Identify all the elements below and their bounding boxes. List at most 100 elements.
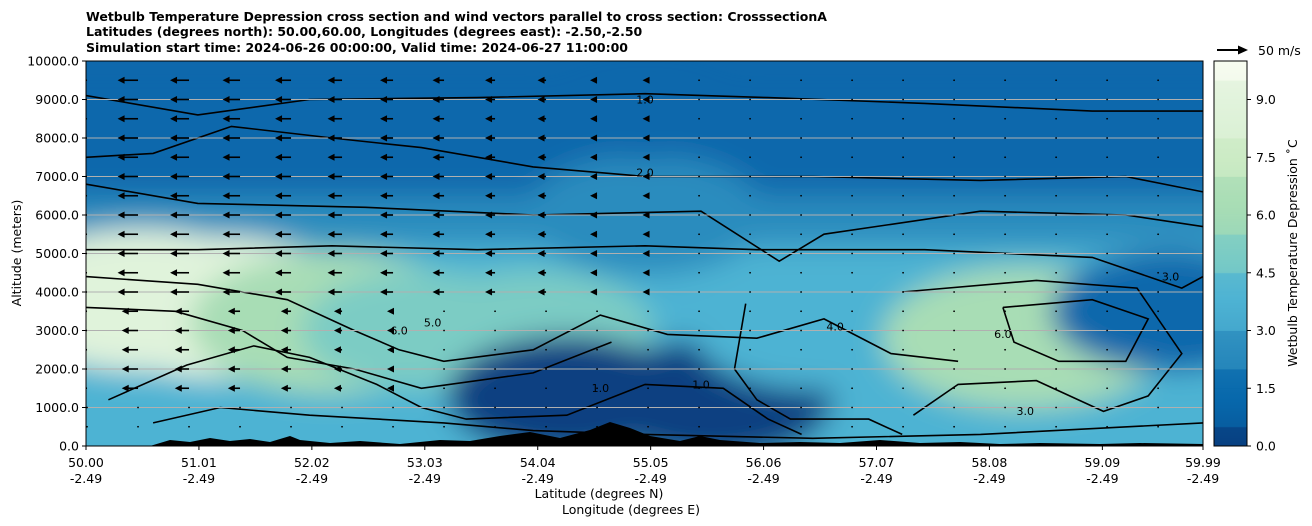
wind-vector-dot (800, 98, 802, 101)
wind-vector-dot (494, 368, 496, 370)
wind-vector-head (327, 230, 335, 238)
contour-line (902, 279, 1183, 416)
wind-vector-dot (698, 194, 700, 197)
quiver-key: 50 m/s (1217, 43, 1301, 58)
wind-vector-dot (443, 368, 445, 370)
x-tick-label-lat: 50.00 (68, 455, 104, 470)
wind-vector-head (333, 346, 341, 354)
colorbar-tick-label: 0.0 (1256, 439, 1276, 454)
wind-vector-head (275, 250, 283, 257)
x-tick-label-lon: -2.49 (409, 471, 441, 486)
wind-vector-head (275, 230, 283, 238)
wind-vector-dot (698, 271, 700, 274)
wind-vector-head (432, 269, 440, 277)
x-tick-label-lon: -2.49 (70, 471, 102, 486)
wind-vector-dot (647, 368, 649, 370)
colorbar-band (1214, 292, 1247, 312)
wind-vector-head (537, 134, 545, 142)
wind-vector-head (275, 153, 283, 161)
wind-vector-dot (1055, 425, 1058, 428)
colorbar-tick-label: 1.5 (1256, 381, 1276, 396)
chart-title-line-2: Latitudes (degrees north): 50.00,60.00, … (86, 24, 643, 39)
wind-vector-dot (698, 156, 700, 159)
wind-vector-dot (1157, 117, 1160, 120)
wind-vector-head (174, 307, 182, 315)
wind-vector-dot (902, 271, 904, 274)
x-tick-label-lon: -2.49 (296, 471, 328, 486)
wind-vector-dot (392, 425, 394, 428)
wind-vector-dot (698, 252, 700, 255)
wind-vector-head (380, 96, 388, 103)
wind-vector-head (227, 365, 235, 373)
wind-vector-dot (953, 117, 955, 120)
wind-vector-dot (596, 329, 598, 332)
x-tick-label-lat: 58.08 (972, 455, 1008, 470)
wind-vector-dot (1055, 291, 1058, 293)
contour-label: 4.0 (826, 321, 844, 334)
colorbar-band (1214, 80, 1247, 100)
wind-vector-dot (1157, 368, 1160, 370)
wind-vector-head (170, 230, 178, 238)
wind-vector-dot (1055, 117, 1058, 120)
wind-vector-dot (851, 329, 853, 332)
wind-vector-dot (953, 406, 955, 409)
wind-vector-dot (953, 368, 955, 370)
contour-label: 2.0 (636, 167, 654, 180)
wind-vector-dot (851, 406, 853, 409)
wind-vector-dot (749, 194, 751, 197)
wind-vector-dot (953, 425, 955, 428)
wind-vector-head (275, 96, 283, 103)
wind-vector-dot (749, 98, 751, 101)
wind-vector-dot (1004, 329, 1007, 332)
wind-vector-dot (1004, 271, 1007, 274)
wind-vector-head (537, 211, 545, 219)
wind-vector-head (275, 76, 283, 84)
wind-vector-head (170, 211, 178, 219)
wind-vector-dot (953, 156, 955, 159)
wind-vector-dot (953, 329, 955, 332)
wind-vector-head (485, 211, 493, 219)
wind-vector-head (227, 327, 235, 334)
wind-vector-head (432, 288, 440, 296)
wind-vector-head (222, 96, 230, 103)
wind-vector-dot (902, 329, 904, 332)
colorbar-band (1214, 272, 1247, 293)
wind-vector-dot (1106, 79, 1109, 82)
x-tick-label-lat: 56.06 (746, 455, 782, 470)
wind-vector-head (642, 115, 650, 123)
wind-vector-dot (749, 368, 751, 370)
colorbar-tick-label: 9.0 (1256, 92, 1276, 107)
wind-vector-head (387, 384, 395, 392)
wind-vector-dot (800, 117, 802, 120)
wind-vector-dot (902, 387, 904, 390)
wind-vector-dot (1106, 252, 1109, 255)
wind-vector-head (485, 250, 493, 257)
wind-vector-head (380, 115, 388, 123)
wind-vector-dot (953, 271, 955, 274)
wind-vector-dot (1106, 406, 1109, 409)
wind-vector-dot (698, 387, 700, 390)
wind-vector-head (275, 115, 283, 123)
wind-vector-dot (698, 348, 700, 351)
wind-vector-dot (851, 387, 853, 390)
wind-vector-dot (1055, 368, 1058, 370)
wind-vector-dot (749, 348, 751, 351)
wind-vector-head (642, 96, 650, 103)
wind-vector-head (387, 327, 395, 334)
wind-vector-head (222, 76, 230, 84)
wind-vector-dot (1055, 175, 1058, 178)
wind-vector-head (485, 288, 493, 296)
wind-vector-dot (1106, 156, 1109, 159)
colorbar-band (1214, 253, 1247, 274)
wind-vector-head (432, 115, 440, 123)
wind-vector-dot (596, 310, 598, 313)
wind-vector-dot (1004, 214, 1007, 216)
wind-vector-dot (1157, 387, 1160, 390)
wind-vector-dot (1106, 387, 1109, 390)
wind-vector-dot (698, 117, 700, 120)
wind-vector-dot (1055, 271, 1058, 274)
colorbar-bands (1214, 61, 1247, 447)
wind-vector-dot (1004, 79, 1007, 82)
wind-vector-head (327, 134, 335, 142)
wind-vector-dot (749, 271, 751, 274)
